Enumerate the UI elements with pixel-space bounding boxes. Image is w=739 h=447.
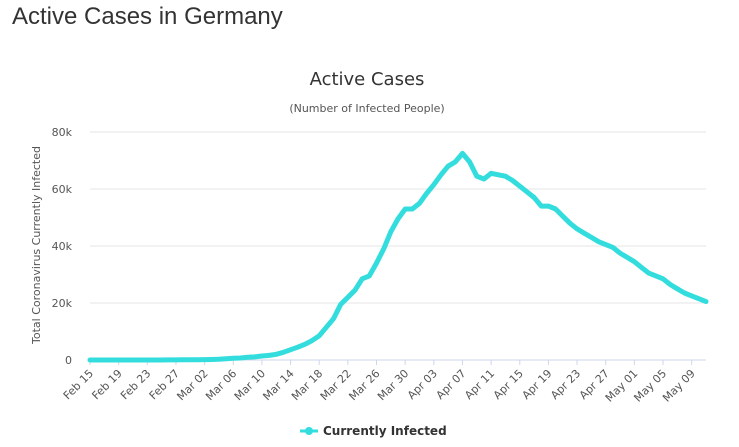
y-tick-label: 0	[65, 354, 72, 367]
legend-marker	[305, 427, 313, 435]
y-tick-label: 80k	[52, 126, 73, 139]
x-tick-label: Mar 10	[232, 367, 268, 403]
x-tick-label: Apr 11	[462, 367, 497, 402]
x-tick-label: Apr 15	[491, 367, 526, 402]
chart-title: Active Cases	[310, 69, 425, 90]
x-tick-label: Mar 26	[346, 367, 382, 403]
x-tick-label: Apr 23	[548, 367, 583, 402]
y-tick-label: 60k	[52, 183, 73, 196]
x-tick-label: Feb 15	[61, 367, 96, 402]
x-tick-label: Mar 06	[203, 367, 239, 403]
x-tick-label: Feb 23	[118, 367, 153, 402]
x-tick-label: Mar 30	[375, 367, 411, 403]
x-tick-label: May 09	[660, 367, 698, 405]
x-tick-label: Feb 19	[89, 367, 124, 402]
x-tick-label: Mar 22	[318, 367, 354, 403]
chart-subtitle: (Number of Infected People)	[289, 102, 444, 115]
series-layer	[87, 150, 709, 363]
x-tick-label: Apr 07	[434, 367, 469, 402]
x-tick-label: Mar 14	[260, 367, 296, 403]
legend[interactable]: Currently Infected	[300, 424, 447, 438]
series-line-currently-infected[interactable]	[87, 150, 709, 363]
y-tick-label: 20k	[52, 297, 73, 310]
x-tick-label: Mar 02	[174, 367, 210, 403]
x-tick-label: Mar 18	[289, 367, 325, 403]
y-tick-label: 40k	[52, 240, 73, 253]
x-tick-label: Apr 19	[520, 367, 555, 402]
y-tick-layer: 0 20k 40k 60k 80k	[52, 126, 73, 367]
y-axis-label: Total Coronavirus Currently Infected	[30, 146, 43, 345]
page-title: Active Cases in Germany	[12, 3, 283, 30]
legend-label[interactable]: Currently Infected	[323, 424, 447, 438]
x-tick-label: Apr 03	[405, 367, 440, 402]
